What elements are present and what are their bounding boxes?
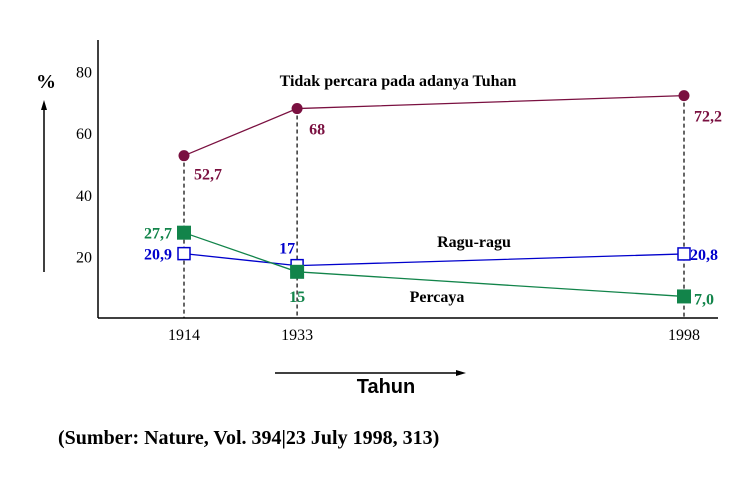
series-layer (177, 90, 691, 304)
data-label: 72,2 (694, 109, 722, 126)
data-point (677, 289, 691, 304)
x-tick-label: 1998 (668, 327, 700, 344)
data-point (177, 225, 191, 240)
data-label: 27,7 (144, 226, 172, 243)
x-axis-label: Tahun (357, 376, 416, 398)
series-name-label: Tidak percara pada adanya Tuhan (280, 73, 517, 90)
data-point (291, 103, 303, 115)
y-axis-label: % (36, 71, 56, 93)
data-label: 7,0 (694, 291, 714, 308)
y-arrow-head-icon (41, 100, 47, 110)
source-caption: (Sumber: Nature, Vol. 394|23 July 1998, … (58, 427, 439, 449)
data-label: 68 (309, 122, 325, 139)
data-point (177, 246, 191, 261)
series-line-2 (183, 232, 685, 298)
data-label: 52,7 (194, 167, 222, 184)
y-tick-label: 40 (76, 188, 92, 205)
x-arrow-head-icon (456, 370, 466, 376)
data-label: 20,9 (144, 247, 172, 264)
data-label: 15 (289, 289, 305, 306)
labels-layer: 52,7 68 72,2 20,9 17 20,8 27,7 15 7,0 Tidak perca… (144, 73, 722, 308)
data-point (290, 264, 305, 279)
data-point (678, 90, 690, 102)
x-tick-label: 1933 (281, 327, 313, 344)
guide-lines (183, 95, 685, 318)
axes: 20 40 60 80 1914 1933 1998 (76, 40, 718, 344)
y-tick-label: 80 (76, 65, 92, 82)
y-tick-label: 20 (76, 249, 92, 266)
data-label: 17 (279, 241, 295, 258)
series-line-1 (183, 252, 685, 267)
series-line-0 (183, 94, 685, 157)
data-point (178, 150, 190, 162)
series-name-label: Percaya (410, 289, 465, 306)
data-point (677, 247, 691, 261)
data-label: 20,8 (690, 247, 718, 264)
series-name-label: Ragu-ragu (437, 234, 511, 251)
y-tick-label: 60 (76, 126, 92, 143)
x-tick-label: 1914 (168, 327, 200, 344)
